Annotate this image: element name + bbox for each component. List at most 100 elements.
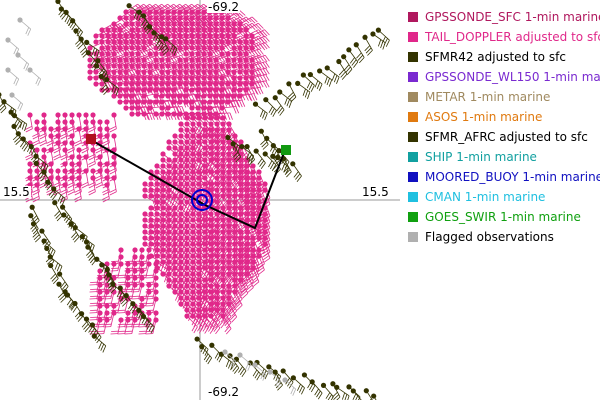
wind-barb (250, 259, 260, 281)
wind-barb (350, 388, 362, 400)
legend-item[interactable]: CMAN 1-min marine (408, 188, 545, 206)
wind-barb (247, 360, 261, 381)
legend-item[interactable]: ASOS 1-min marine (408, 108, 542, 126)
legend-swatch (408, 212, 418, 222)
wind-barb (256, 253, 265, 275)
wind-barb (74, 182, 82, 203)
track-end-marker (281, 145, 291, 155)
wind-observation-map[interactable]: -69.2 -69.2 15.5 15.5 (0, 0, 400, 400)
wind-barb (250, 265, 260, 287)
wind-barb (45, 179, 58, 201)
wind-barb (109, 112, 117, 133)
wind-barb (290, 161, 302, 182)
wind-barb (272, 369, 283, 391)
wind-barb (145, 317, 159, 335)
wind-barb (68, 221, 80, 243)
wind-barb (163, 36, 178, 56)
wind-barb (91, 333, 107, 353)
legend-label: CMAN 1-min marine (425, 190, 546, 204)
legend-item[interactable]: TAIL_DOPPLER adjusted to sfc (408, 28, 600, 46)
wind-barb (104, 76, 120, 96)
wind-barb (232, 283, 243, 305)
wind-barb (249, 74, 270, 82)
wind-barb (300, 72, 315, 92)
wind-barb (214, 307, 226, 329)
legend-label: GPSSONDE_SFC 1-min marine (425, 10, 600, 24)
wind-barb (244, 143, 255, 166)
wind-barb (145, 261, 159, 279)
wind-barb (232, 289, 243, 311)
wind-barb (238, 271, 249, 293)
map-canvas[interactable] (0, 0, 400, 400)
legend-swatch (408, 132, 418, 142)
wind-barb (196, 313, 210, 334)
wind-barb (252, 362, 267, 381)
top-longitude-label: -69.2 (207, 0, 241, 14)
wind-barb (220, 265, 232, 287)
wind-barb (199, 344, 213, 365)
legend-item[interactable]: GPSSONDE_SFC 1-min marine (408, 8, 600, 26)
wind-barb (370, 31, 386, 50)
wind-barb (324, 65, 340, 84)
wind-barb (249, 54, 270, 63)
wind-barb (267, 369, 282, 388)
wind-barb (336, 58, 348, 80)
wind-barb (17, 17, 32, 36)
legend-swatch (408, 152, 418, 162)
wind-barb (165, 105, 186, 114)
wind-barb (220, 313, 232, 335)
wind-barb (353, 42, 365, 64)
wind-barb (74, 126, 82, 147)
legend-item[interactable]: METAR 1-min marine (408, 88, 550, 106)
wind-barb (98, 73, 109, 96)
wind-barb (290, 375, 305, 395)
wind-barb (140, 313, 155, 334)
wind-barb (262, 151, 277, 172)
wind-barb (362, 34, 373, 56)
legend-item[interactable]: SFMR_AFRC adjusted to sfc (408, 128, 588, 146)
wind-barb (256, 247, 265, 269)
wind-barb (244, 259, 254, 281)
wind-barb (5, 37, 20, 56)
wind-barb (102, 182, 110, 203)
legend-swatch (408, 52, 418, 62)
wind-barb (263, 97, 277, 117)
legend-swatch (408, 32, 418, 42)
wind-barb (301, 372, 316, 393)
wind-barb (208, 313, 221, 335)
wind-barb (309, 379, 323, 400)
legend-item[interactable]: MOORED_BUOY 1-min marine (408, 168, 600, 186)
wind-barb (286, 81, 297, 103)
wind-barb (258, 128, 269, 150)
wind-barb (89, 303, 103, 321)
wind-barb (15, 52, 30, 71)
wind-barb (230, 141, 242, 163)
legend-swatch (408, 232, 418, 242)
wind-barb (30, 221, 41, 243)
wind-barb (295, 80, 311, 100)
legend-label: MOORED_BUOY 1-min marine (425, 170, 600, 184)
wind-barb (25, 112, 33, 133)
wind-barb (32, 126, 40, 147)
wind-barb (81, 168, 89, 189)
legend-label: TAIL_DOPPLER adjusted to sfc (425, 30, 600, 44)
left-latitude-label: 15.5 (2, 185, 31, 199)
wind-barb (135, 61, 156, 69)
wind-barb (330, 381, 341, 400)
wind-barb (226, 301, 238, 323)
legend-item[interactable]: Flagged observations (408, 228, 554, 246)
legend-swatch (408, 92, 418, 102)
legend-item[interactable]: GPSSONDE_WL150 1-min marine (408, 68, 600, 86)
legend-item[interactable]: SFMR42 adjusted to sfc (408, 48, 566, 66)
legend-swatch (408, 12, 418, 22)
storm-center-inner (196, 194, 208, 206)
legend-swatch (408, 172, 418, 182)
legend-item[interactable]: SHIP 1-min marine (408, 148, 537, 166)
wind-barb (219, 105, 240, 114)
wind-barb (53, 140, 61, 161)
wind-barb (96, 317, 110, 335)
legend-swatch (408, 192, 418, 202)
wind-barb (334, 384, 350, 400)
legend-item[interactable]: GOES_SWIR 1-min marine (408, 208, 581, 226)
legend-label: SFMR42 adjusted to sfc (425, 50, 566, 64)
